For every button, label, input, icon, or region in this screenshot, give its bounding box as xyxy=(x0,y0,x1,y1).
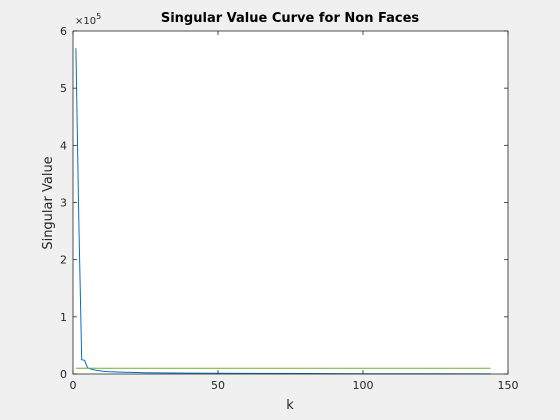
y-tick-label: 5 xyxy=(60,82,67,95)
axes-background xyxy=(73,31,508,374)
y-axis-ticks: 0 1 2 3 4 5 6 xyxy=(60,25,508,381)
plot-lines xyxy=(75,48,491,375)
chart-title: Singular Value Curve for Non Faces xyxy=(161,11,420,26)
y-axis-label: Singular Value xyxy=(41,156,56,249)
x-axis-ticks: 0 50 100 150 xyxy=(70,31,519,392)
y-tick-label: 3 xyxy=(60,197,67,210)
y-tick-label: 6 xyxy=(60,25,67,38)
y-exponent-power: 5 xyxy=(96,12,101,21)
series-line-1 xyxy=(75,48,491,375)
y-tick-label: 4 xyxy=(60,139,67,152)
y-tick-label: 2 xyxy=(60,254,67,267)
x-tick-label: 100 xyxy=(353,379,374,392)
x-tick-label: 0 xyxy=(70,379,77,392)
x-tick-label: 150 xyxy=(498,379,519,392)
y-exponent-label: ×105 xyxy=(75,12,101,27)
x-axis-label: k xyxy=(286,398,294,413)
y-tick-label: 0 xyxy=(60,368,67,381)
x-tick-label: 50 xyxy=(211,379,225,392)
y-tick-label: 1 xyxy=(60,311,67,324)
